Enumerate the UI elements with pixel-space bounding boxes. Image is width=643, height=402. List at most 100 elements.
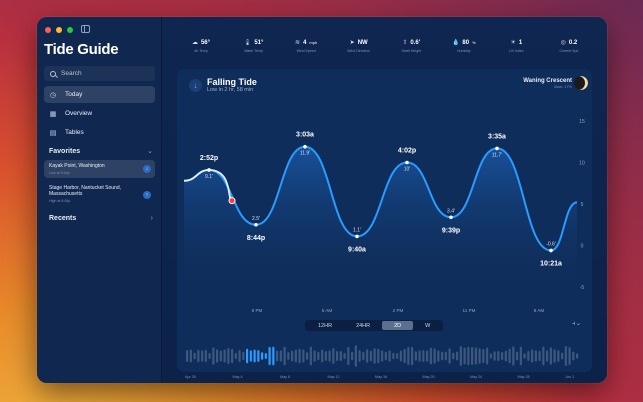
recents-header[interactable]: Recents › bbox=[49, 215, 153, 222]
timeline-bar[interactable] bbox=[309, 346, 312, 366]
range-tab-2d[interactable]: 2D bbox=[382, 321, 414, 330]
timeline-bar[interactable] bbox=[557, 350, 560, 362]
timeline-bar[interactable] bbox=[478, 348, 481, 364]
timeline-bar[interactable] bbox=[519, 346, 522, 366]
timeline-bar[interactable] bbox=[249, 350, 252, 362]
sidebar-item-today[interactable]: ◷ Today bbox=[44, 86, 155, 103]
timeline-bar[interactable] bbox=[343, 352, 346, 360]
timeline-bar[interactable] bbox=[328, 350, 331, 362]
timeline-bar[interactable] bbox=[411, 346, 414, 366]
timeline-bar[interactable] bbox=[576, 353, 579, 359]
timeline-bar[interactable] bbox=[298, 348, 301, 364]
timeline-bar[interactable] bbox=[321, 349, 324, 363]
timeline-bar[interactable] bbox=[336, 351, 339, 361]
timeline-bar[interactable] bbox=[538, 350, 541, 362]
timeline-bar[interactable] bbox=[444, 351, 447, 361]
timeline-bar[interactable] bbox=[553, 349, 556, 363]
stat-swell-height[interactable]: ⇧ 0.6' Swell Height bbox=[393, 39, 429, 65]
timeline-bar[interactable] bbox=[373, 348, 376, 364]
sidebar-toggle-icon[interactable] bbox=[81, 25, 90, 33]
tide-chart[interactable]: 15 10 5 0 -5 8 PM 5 AM 2 PM 11 PM 8 AM 2:52p 9.1' 8:… bbox=[177, 69, 592, 372]
range-tab-24hr[interactable]: 24HR bbox=[356, 322, 371, 329]
stat-uv-index[interactable]: ☀ 1 UV Index bbox=[498, 39, 534, 65]
timeline-bar[interactable] bbox=[527, 350, 530, 362]
timeline-bar[interactable] bbox=[508, 348, 511, 364]
timeline-bar[interactable] bbox=[392, 352, 395, 360]
timeline-bar[interactable] bbox=[426, 350, 429, 362]
timeline-bar[interactable] bbox=[261, 352, 264, 360]
timeline-bar[interactable] bbox=[193, 352, 196, 360]
timeline-bar[interactable] bbox=[246, 348, 249, 364]
timeline-bar[interactable] bbox=[204, 349, 207, 363]
high-tide-point[interactable] bbox=[207, 168, 211, 172]
timeline-bar[interactable] bbox=[456, 351, 459, 361]
timeline-bar[interactable] bbox=[302, 349, 305, 363]
timeline-bar[interactable] bbox=[512, 346, 515, 366]
timeline-bar[interactable] bbox=[264, 353, 267, 359]
current-time-marker[interactable] bbox=[228, 197, 236, 205]
minimize-window-button[interactable] bbox=[56, 27, 62, 33]
timeline-bar[interactable] bbox=[399, 350, 402, 362]
timeline-bar[interactable] bbox=[257, 350, 260, 362]
timeline-bar[interactable] bbox=[486, 347, 489, 365]
timeline-bar[interactable] bbox=[212, 347, 215, 365]
timeline-bar[interactable] bbox=[471, 347, 474, 365]
favorites-header[interactable]: Favorites ⌄ bbox=[49, 147, 153, 156]
timeline-bar[interactable] bbox=[441, 351, 444, 361]
timeline-bar[interactable] bbox=[186, 350, 189, 362]
timeline-bar[interactable] bbox=[362, 351, 365, 361]
timeline-bar[interactable] bbox=[242, 351, 245, 361]
timeline-bar[interactable] bbox=[493, 351, 496, 361]
timeline-bar[interactable] bbox=[542, 346, 545, 366]
timeline-bar[interactable] bbox=[463, 347, 466, 365]
timeline-bar[interactable] bbox=[523, 353, 526, 359]
timeline-bar[interactable] bbox=[189, 349, 192, 363]
timeline-bar[interactable] bbox=[197, 349, 200, 363]
chevron-right-icon[interactable]: › bbox=[150, 215, 153, 222]
stat-water-temp[interactable]: 🌡 51° Water Temp bbox=[236, 39, 272, 65]
timeline-bar[interactable] bbox=[219, 350, 222, 362]
range-tab-w[interactable]: W bbox=[425, 322, 431, 329]
timeline-bar[interactable] bbox=[234, 352, 237, 360]
timeline-bar[interactable] bbox=[339, 351, 342, 361]
timeline-bar[interactable] bbox=[422, 350, 425, 362]
timeline-bar[interactable] bbox=[317, 351, 320, 361]
timeline-bar[interactable] bbox=[549, 347, 552, 365]
timeline-bar[interactable] bbox=[381, 350, 384, 362]
stat-air-temp[interactable]: ☁ 56° Air Temp bbox=[183, 39, 219, 65]
low-tide-point[interactable] bbox=[449, 215, 453, 220]
timeline-bar[interactable] bbox=[564, 345, 567, 367]
timeline-bar[interactable] bbox=[474, 347, 477, 365]
timeline-bar[interactable] bbox=[437, 350, 440, 362]
timeline-bar[interactable] bbox=[238, 350, 241, 362]
timeline-bar[interactable] bbox=[294, 349, 297, 363]
high-tide-point[interactable] bbox=[495, 146, 499, 151]
timeline-bar[interactable] bbox=[448, 348, 451, 364]
timeline-bar[interactable] bbox=[358, 350, 361, 362]
chart-options-button[interactable]: ⫞ ⌄ bbox=[572, 321, 580, 327]
favorite-location[interactable]: Stage Harbor, Nantucket Sound, Massachus… bbox=[44, 182, 155, 207]
timeline-bar[interactable] bbox=[501, 351, 504, 361]
timeline-bar[interactable] bbox=[482, 349, 485, 363]
timeline-bar[interactable] bbox=[546, 350, 549, 362]
maximize-window-button[interactable] bbox=[67, 27, 73, 33]
timeline-bar[interactable] bbox=[366, 349, 369, 363]
low-tide-point[interactable] bbox=[254, 222, 258, 227]
timeline-bar[interactable] bbox=[287, 352, 290, 360]
low-tide-point[interactable] bbox=[355, 234, 359, 239]
sidebar-item-overview[interactable]: ▦ Overview bbox=[44, 105, 155, 122]
timeline-bar[interactable] bbox=[347, 347, 350, 365]
timeline-bar[interactable] bbox=[396, 353, 399, 359]
timeline-bar[interactable] bbox=[223, 349, 226, 363]
timeline-bar[interactable] bbox=[497, 350, 500, 362]
timeline-bar[interactable] bbox=[313, 350, 316, 362]
high-tide-point[interactable] bbox=[303, 144, 307, 149]
timeline-bar[interactable] bbox=[407, 346, 410, 366]
timeline-bar[interactable] bbox=[384, 351, 387, 361]
timeline-bar[interactable] bbox=[231, 348, 234, 364]
timeline-bar[interactable] bbox=[568, 347, 571, 365]
timeline-bar[interactable] bbox=[272, 346, 275, 366]
high-tide-point[interactable] bbox=[405, 160, 409, 165]
timeline-bar[interactable] bbox=[418, 350, 421, 362]
sidebar-item-tables[interactable]: ▤ Tables bbox=[44, 124, 155, 141]
